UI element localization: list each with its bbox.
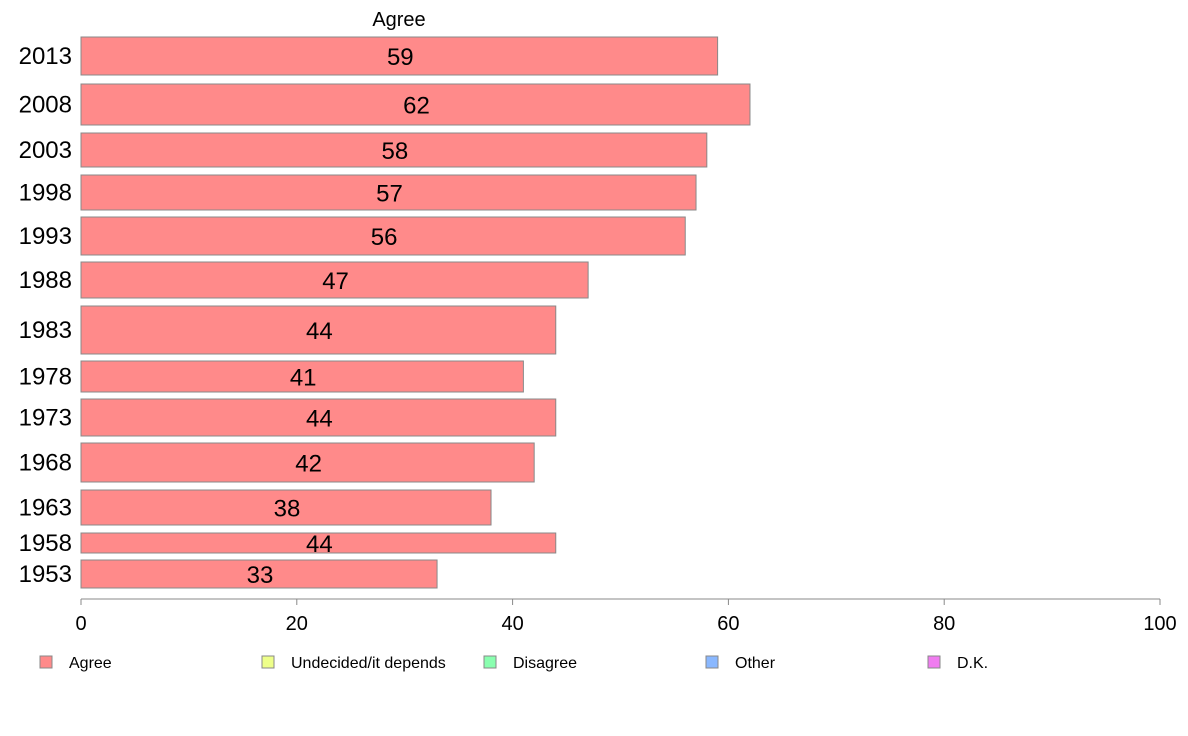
value-label-1968: 42 bbox=[295, 451, 322, 478]
x-axis: 0 20 40 60 80 100 bbox=[75, 598, 1177, 635]
legend-swatch-3 bbox=[483, 655, 497, 669]
x-tick-label-60: 60 bbox=[717, 613, 739, 635]
value-label-1993: 56 bbox=[371, 224, 398, 251]
bar-1998 bbox=[80, 174, 697, 211]
bar-2008 bbox=[80, 83, 751, 126]
year-label-1963: 1963 bbox=[19, 495, 72, 522]
bar-1968 bbox=[80, 442, 535, 483]
bar-1963 bbox=[80, 489, 492, 526]
legend-swatch-2 bbox=[261, 655, 275, 669]
year-label-1988: 1988 bbox=[19, 267, 72, 294]
value-label-2008: 62 bbox=[403, 93, 430, 120]
legend-label-2: Undecided/it depends bbox=[291, 655, 446, 672]
value-label-1983: 44 bbox=[306, 318, 333, 345]
value-label-1973: 44 bbox=[306, 406, 333, 433]
bar-1973 bbox=[80, 398, 557, 437]
year-label-1998: 1998 bbox=[19, 180, 72, 207]
year-label-1973: 1973 bbox=[19, 405, 72, 432]
legend: Agree Undecided/it depends Disagree Other D.… bbox=[39, 655, 988, 672]
year-label-1953: 1953 bbox=[19, 561, 72, 588]
x-tick-label-20: 20 bbox=[286, 613, 308, 635]
value-label-1988: 47 bbox=[322, 268, 349, 295]
year-label-2003: 2003 bbox=[19, 137, 72, 164]
bar-2003 bbox=[80, 132, 708, 168]
legend-swatch-4 bbox=[705, 655, 719, 669]
legend-label-1: Agree bbox=[69, 655, 112, 672]
value-label-1998: 57 bbox=[376, 181, 403, 208]
bar-1983 bbox=[80, 305, 557, 355]
value-label-2003: 58 bbox=[382, 138, 409, 165]
x-tick-label-80: 80 bbox=[933, 613, 955, 635]
legend-label-5: D.K. bbox=[957, 655, 988, 672]
bars-layer: 2013 59 2008 62 2003 58 1998 57 1993 56 1988 47 1983… bbox=[19, 36, 751, 589]
year-label-2008: 2008 bbox=[19, 92, 72, 119]
value-label-1978: 41 bbox=[290, 365, 317, 392]
legend-label-4: Other bbox=[735, 655, 776, 672]
value-label-1958: 44 bbox=[306, 531, 333, 558]
bar-1993 bbox=[80, 216, 686, 256]
bar-2013 bbox=[80, 36, 719, 76]
year-label-1958: 1958 bbox=[19, 530, 72, 557]
x-tick-label-40: 40 bbox=[501, 613, 523, 635]
bar-1978 bbox=[80, 360, 524, 393]
x-tick-label-0: 0 bbox=[75, 613, 86, 635]
year-label-1978: 1978 bbox=[19, 364, 72, 391]
year-label-1993: 1993 bbox=[19, 223, 72, 250]
x-tick-label-100: 100 bbox=[1143, 613, 1176, 635]
legend-swatch-1 bbox=[39, 655, 53, 669]
year-label-2013: 2013 bbox=[19, 43, 72, 70]
chart-title: Agree bbox=[372, 9, 425, 31]
year-label-1968: 1968 bbox=[19, 450, 72, 477]
bar-1958 bbox=[80, 532, 557, 554]
bar-1953 bbox=[80, 559, 438, 589]
legend-swatch-5 bbox=[927, 655, 941, 669]
bar-1988 bbox=[80, 261, 589, 299]
year-label-1983: 1983 bbox=[19, 317, 72, 344]
value-label-1953: 33 bbox=[247, 562, 274, 589]
value-label-2013: 59 bbox=[387, 44, 414, 71]
legend-label-3: Disagree bbox=[513, 655, 577, 672]
value-label-1963: 38 bbox=[274, 496, 301, 523]
